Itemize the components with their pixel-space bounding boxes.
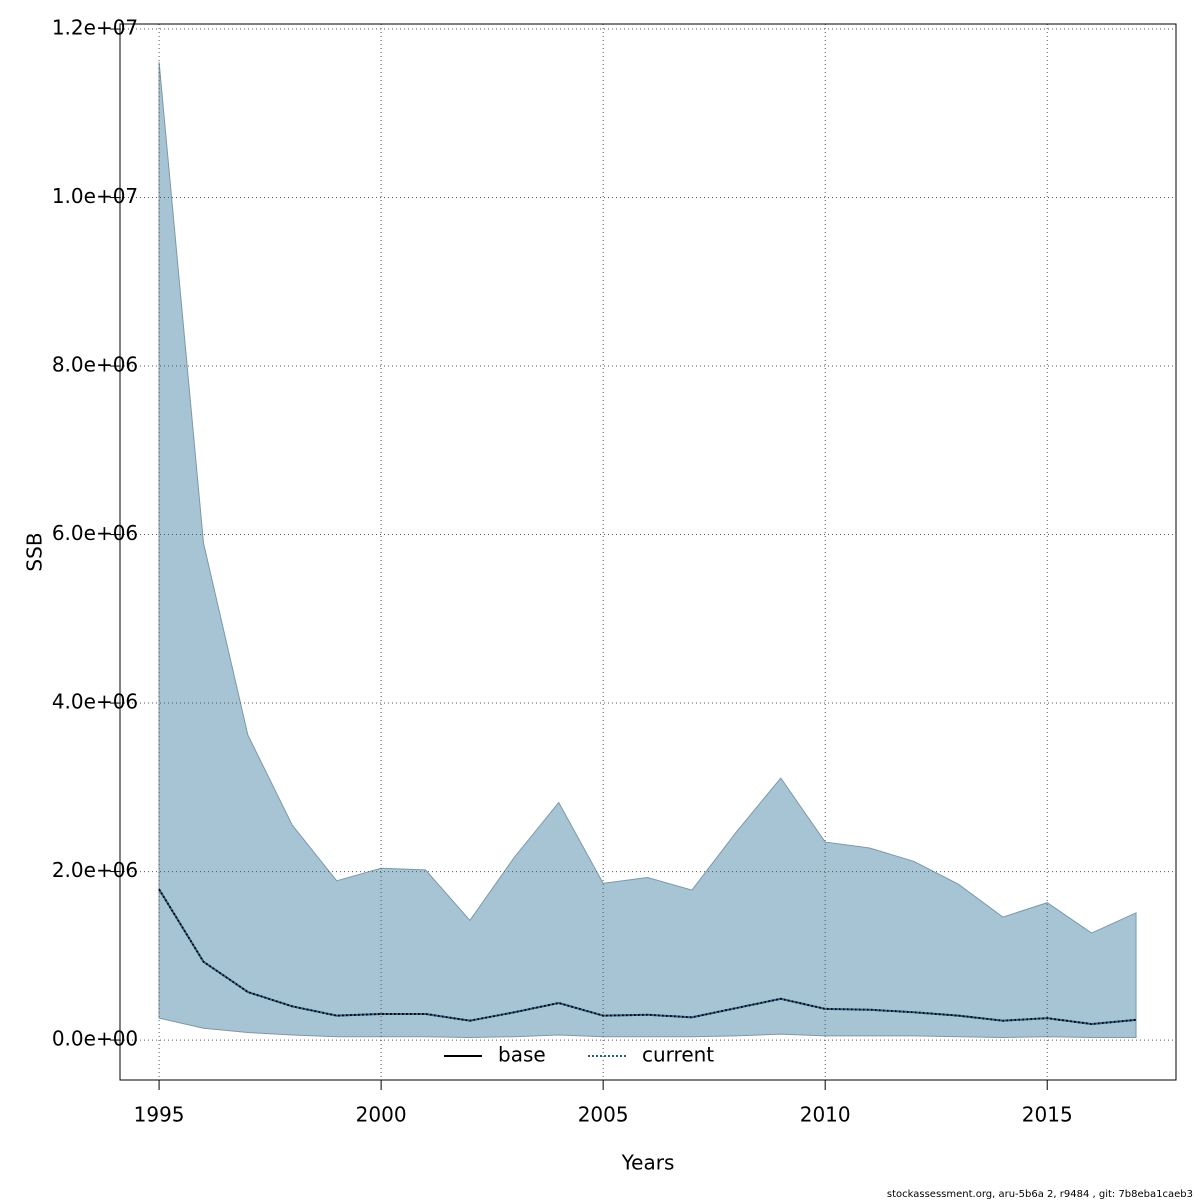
y-tick-label: 1.0e+07 <box>52 184 138 208</box>
x-tick-label: 2005 <box>578 1103 629 1127</box>
y-tick-label: 6.0e+06 <box>52 521 138 545</box>
line <box>158 888 1137 1026</box>
confidence-band <box>158 61 1137 1039</box>
x-tick-label: 2015 <box>1022 1103 1073 1127</box>
footer: stockassessment.org, aru-5b6a 2, r9484 ,… <box>887 1189 1193 1200</box>
y-tick-label: 8.0e+06 <box>52 353 138 377</box>
x-tick-label: 2000 <box>356 1103 407 1127</box>
legend-label: base <box>498 1043 546 1067</box>
x-tick-label: 2010 <box>800 1103 851 1127</box>
y-tick-label: 1.2e+07 <box>52 16 138 40</box>
x-axis-label: Years <box>621 1151 675 1175</box>
x-tick-label: 1995 <box>134 1103 185 1127</box>
legend-label: current <box>642 1043 714 1067</box>
y-tick-label: 0.0e+00 <box>52 1027 138 1051</box>
y-axis-label: SSB <box>23 532 47 571</box>
y-tick-label: 2.0e+06 <box>52 858 138 882</box>
y-tick-label: 4.0e+06 <box>52 690 138 714</box>
plot-frame <box>119 23 1177 1081</box>
line-under <box>158 888 1137 1026</box>
